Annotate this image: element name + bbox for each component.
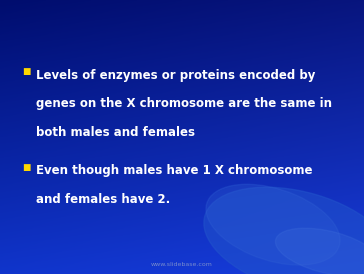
Text: both males and females: both males and females <box>36 126 195 139</box>
Ellipse shape <box>276 228 364 274</box>
Ellipse shape <box>206 184 340 265</box>
Text: www.slidebase.com: www.slidebase.com <box>151 262 213 267</box>
Text: genes on the X chromosome are the same in: genes on the X chromosome are the same i… <box>36 97 332 110</box>
Text: and females have 2.: and females have 2. <box>36 193 171 206</box>
Text: Even though males have 1 X chromosome: Even though males have 1 X chromosome <box>36 164 313 177</box>
Text: Levels of enzymes or proteins encoded by: Levels of enzymes or proteins encoded by <box>36 68 316 81</box>
Text: ■: ■ <box>22 163 30 172</box>
Text: ■: ■ <box>22 67 30 76</box>
Ellipse shape <box>204 187 364 274</box>
